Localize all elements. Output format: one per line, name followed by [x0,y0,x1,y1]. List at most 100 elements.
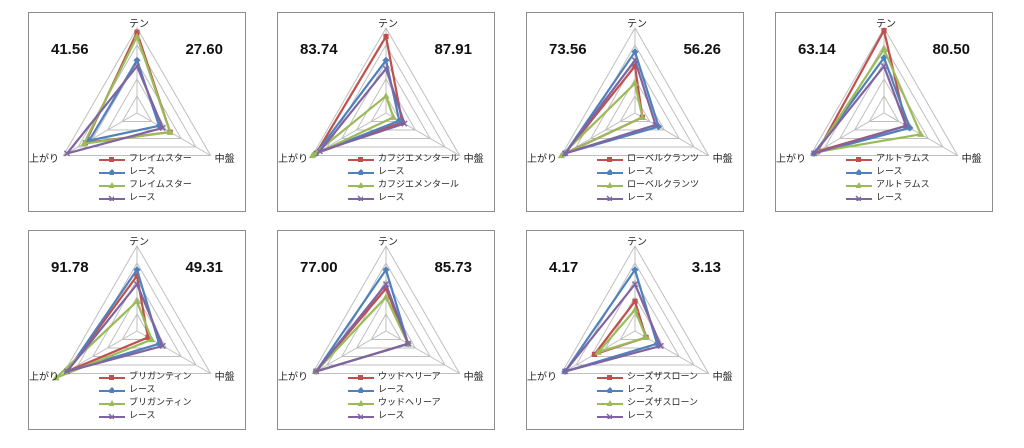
legend-label: レース [129,411,156,421]
radar-data-point [145,334,151,340]
legend-item: レース [846,192,930,205]
legend-marker-icon [606,413,612,419]
legend-marker-icon [108,400,114,406]
legend-marker-icon [108,195,114,201]
legend-marker-icon [606,195,612,201]
legend-marker-icon [108,182,114,188]
legend-marker-icon [606,387,612,393]
radar-chart-panel: テン 中盤 上がり 83.74 87.91 カフジエメンタール レース カフジエメンタール レー… [277,12,495,212]
radar-data-point [166,128,174,135]
legend-label: フレイムスター [129,180,192,190]
radar-data-point [382,56,390,64]
radar-series-line [55,299,154,379]
legend-label: ブリガンティン [129,372,192,382]
radar-data-point [557,151,565,159]
legend-label: シーズザスローン [627,398,699,408]
legend-marker-icon [855,195,861,201]
radar-series-line [562,282,663,374]
score-left: 73.56 [549,41,587,58]
legend-label: レース [129,385,156,395]
radar-gridline [62,244,212,374]
legend-label: ブリガンティン [129,398,192,408]
legend-item: レース [597,166,699,179]
legend-marker-icon [108,413,114,419]
legend-label: レース [378,385,405,395]
radar-gridline [121,312,153,340]
radar-gridline [340,61,432,139]
radar-axis-label: 中盤 [463,153,484,165]
radar-series-line [316,66,406,154]
radar-series-line [811,55,912,156]
radar-data-point [632,63,638,69]
legend-label: レース [378,193,405,203]
radar-data-point [382,92,390,99]
legend-marker-icon [607,157,612,162]
radar-chart-panel: テン 中盤 上がり 41.56 27.60 フレイムスター レース フレイムスター レース [28,12,246,212]
radar-data-point [632,298,638,304]
legend-marker-icon [606,400,612,406]
legend-marker-icon [607,157,612,162]
chart-legend: カフジエメンタール レース カフジエメンタール レース [348,153,459,205]
legend-marker-icon [357,387,363,393]
legend-item: レース [597,192,699,205]
radar-axis-line [634,112,709,156]
radar-axis-label: 中盤 [214,153,235,165]
legend-item: レース [99,192,192,205]
radar-data-point [652,121,659,129]
legend-item: フレイムスター [99,153,192,166]
legend-marker-icon [108,387,114,393]
score-left: 4.17 [549,259,579,276]
radar-series-line [64,64,165,156]
legend-item: レース [597,384,698,397]
radar-data-point [133,56,141,64]
radar-gridline [326,44,446,148]
legend-label: アルトラムス [876,180,930,190]
radar-axis-line [312,112,387,156]
radar-gridline [809,26,959,156]
legend-marker-icon [856,157,861,162]
radar-data-point [917,130,925,137]
chart-legend: アルトラムス レース アルトラムス レース [846,153,930,205]
legend-label: レース [627,385,654,395]
score-left: 91.78 [51,259,89,276]
radar-axis-line [810,112,885,156]
radar-chart-plot [809,26,959,157]
radar-data-point [631,281,639,288]
chart-legend: フレイムスター レース フレイムスター レース [99,153,192,205]
legend-item: レース [348,410,441,423]
radar-chart-panel: テン 中盤 上がり 73.56 56.26 ローベルクランツ レース ローベルクランツ レース [526,12,744,212]
legend-marker-icon [358,157,363,162]
score-right: 87.91 [434,41,472,58]
radar-data-point [880,63,888,70]
radar-axis-line [63,112,138,156]
radar-chart-plot [560,244,710,375]
legend-marker-icon [108,182,114,188]
legend-marker-icon [606,169,612,175]
radar-axis-label: 中盤 [712,153,733,165]
radar-chart-panel: テン 中盤 上がり 77.00 85.73 ウッドヘリーア レース ウッドヘリーア レース [277,230,495,430]
radar-gridline [121,94,153,122]
chart-legend: ブリガンティン レース ブリガンティン レース [99,371,191,423]
legend-marker-icon [357,169,363,175]
score-left: 83.74 [300,41,338,58]
legend-label: アルトラムス [876,154,930,164]
radar-axis-label: 中盤 [214,371,235,383]
radar-chart-plot [557,26,710,159]
radar-series-line [811,63,908,156]
legend-item: レース [99,166,192,179]
legend-marker-icon [607,375,612,380]
legend-marker-icon [358,375,363,380]
radar-gridline [560,244,710,374]
radar-series-line [63,273,150,374]
radar-data-point [591,351,598,357]
radar-data-point [133,297,141,304]
radar-data-point [561,150,569,157]
radar-chart-plot [62,26,212,157]
radar-data-point [631,266,639,274]
legend-label: レース [627,411,654,421]
radar-axis-label: 上がり [776,153,806,165]
legend-item: フレイムスター [99,179,192,192]
legend-item: レース [348,192,459,205]
radar-gridline [311,244,461,374]
legend-item: レース [597,410,698,423]
